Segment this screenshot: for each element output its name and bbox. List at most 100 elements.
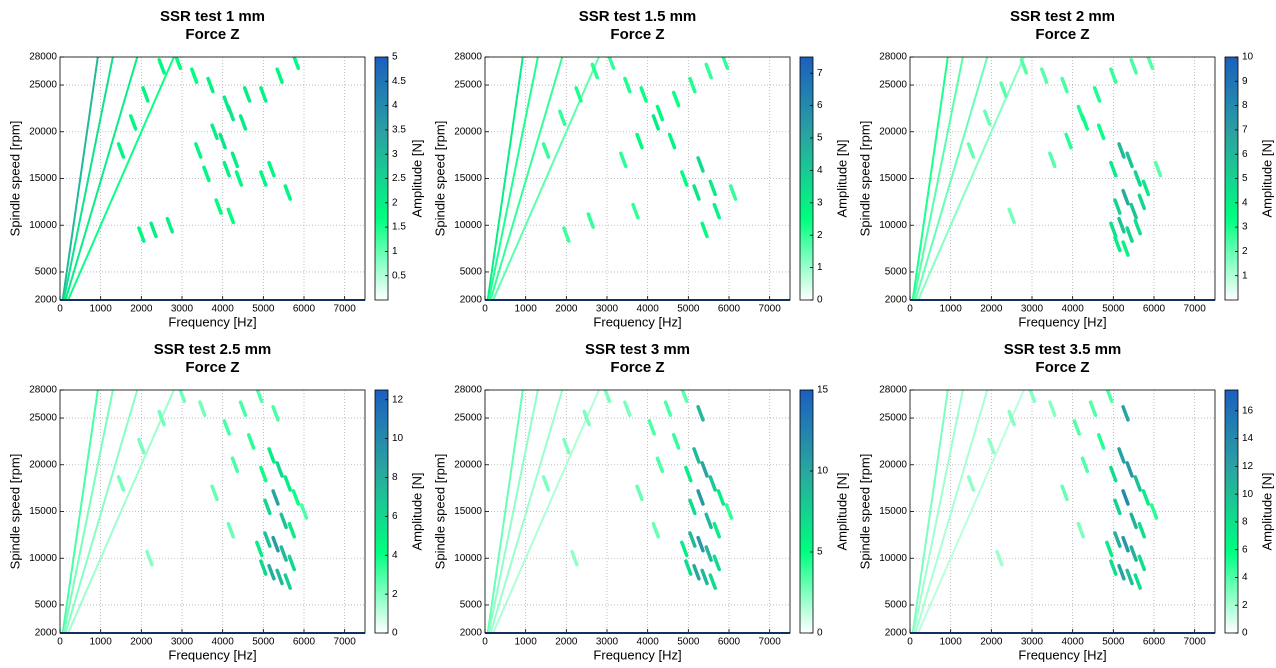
streak: [619, 151, 628, 169]
streak: [663, 400, 673, 417]
streak: [1096, 123, 1106, 141]
colorbar-tick-label: 7: [817, 68, 823, 79]
harmonic-line: [487, 390, 539, 633]
streak: [631, 202, 640, 220]
y-tick-label: 28000: [879, 52, 907, 63]
x-tick-label: 2000: [980, 304, 1003, 315]
streak: [1125, 461, 1134, 478]
x-tick-label: 3000: [171, 637, 194, 648]
y-axis-label: Spindle speed [rpm]: [7, 121, 22, 237]
chart-subtitle: Force Z: [1035, 359, 1089, 376]
streak: [684, 559, 693, 576]
streak: [700, 461, 709, 478]
streak: [206, 76, 215, 94]
y-tick-label: 5000: [460, 600, 483, 611]
streak: [238, 400, 248, 417]
y-tick-label: 25000: [879, 413, 907, 424]
streak: [712, 554, 721, 572]
streak: [214, 198, 223, 215]
colorbar-tick-label: 9: [1242, 76, 1248, 87]
streak: [558, 109, 567, 127]
colorbar: [799, 389, 814, 634]
streak: [275, 67, 284, 84]
streak: [157, 409, 166, 427]
streak: [1141, 489, 1151, 506]
colorbar-tick-label: 10: [1242, 489, 1254, 500]
y-tick-label: 15000: [29, 173, 57, 184]
y-tick-label: 28000: [454, 385, 482, 396]
streak: [651, 521, 660, 539]
streak: [255, 540, 264, 558]
colorbar-tick-label: 4: [392, 550, 398, 561]
streak: [267, 563, 276, 581]
y-tick-label: 15000: [879, 506, 907, 517]
colorbar-tick-label: 4: [1242, 197, 1248, 208]
harmonic-line: [487, 57, 539, 300]
y-tick-label: 15000: [454, 506, 482, 517]
data-layer: [61, 390, 309, 633]
colorbar-tick-label: 4: [817, 165, 823, 176]
streak: [210, 484, 219, 502]
colorbar-tick-label: 16: [1242, 405, 1254, 416]
x-tick-label: 3000: [1021, 304, 1044, 315]
streak: [1149, 503, 1159, 520]
x-axis-label: Frequency [Hz]: [168, 647, 256, 662]
colorbar: [799, 56, 814, 301]
streak: [995, 549, 1004, 567]
streak: [267, 160, 276, 178]
streak: [983, 109, 992, 127]
streak: [1137, 554, 1146, 572]
streak: [724, 503, 734, 520]
colorbar-label: Amplitude [N]: [1259, 472, 1274, 550]
chart-title: SSR test 1.5 mm: [579, 8, 697, 25]
plot-frame: [484, 56, 791, 301]
colorbar-tick-label: 2: [817, 230, 823, 241]
chart-title: SSR test 3 mm: [585, 341, 690, 358]
streak: [692, 563, 701, 581]
y-tick-label: 20000: [454, 126, 482, 137]
streak: [541, 475, 551, 492]
y-tick-label: 10000: [454, 553, 482, 564]
streak: [1121, 535, 1130, 553]
harmonic-line: [917, 390, 1025, 633]
x-tick-label: 6000: [718, 637, 741, 648]
data-layer: [486, 390, 734, 633]
streak: [1125, 226, 1134, 243]
streak: [1040, 67, 1049, 84]
streak: [1121, 240, 1130, 257]
streak: [680, 540, 689, 558]
harmonic-line: [917, 57, 1025, 300]
x-tick-label: 7000: [1184, 637, 1207, 648]
streak: [283, 475, 292, 492]
streak: [149, 221, 158, 239]
streak: [263, 531, 272, 548]
colorbar-label: Amplitude [N]: [834, 472, 849, 550]
y-tick-label: 15000: [29, 506, 57, 517]
streak: [1019, 58, 1029, 75]
streak: [234, 170, 244, 187]
x-axis-label: Frequency [Hz]: [593, 314, 681, 329]
y-tick-label: 5000: [460, 267, 483, 278]
streak: [263, 498, 272, 516]
streak: [688, 498, 697, 516]
harmonic-line: [911, 57, 949, 300]
chart-title: SSR test 2 mm: [1010, 8, 1115, 25]
colorbar: [374, 389, 389, 634]
x-tick-label: 3000: [596, 304, 619, 315]
streak: [1109, 67, 1118, 84]
y-tick-label: 5000: [885, 267, 908, 278]
y-axis-label: Spindle speed [rpm]: [432, 454, 447, 570]
streak: [129, 114, 138, 131]
streak: [671, 90, 681, 108]
colorbar-label: Amplitude [N]: [409, 139, 424, 217]
streak: [1133, 573, 1142, 590]
y-tick-label: 25000: [29, 413, 57, 424]
y-tick-label: 5000: [35, 267, 58, 278]
colorbar-tick-label: 3: [817, 197, 823, 208]
streak: [1072, 419, 1081, 436]
streak: [1007, 409, 1016, 427]
streak: [1048, 151, 1057, 169]
x-tick-label: 7000: [759, 637, 782, 648]
